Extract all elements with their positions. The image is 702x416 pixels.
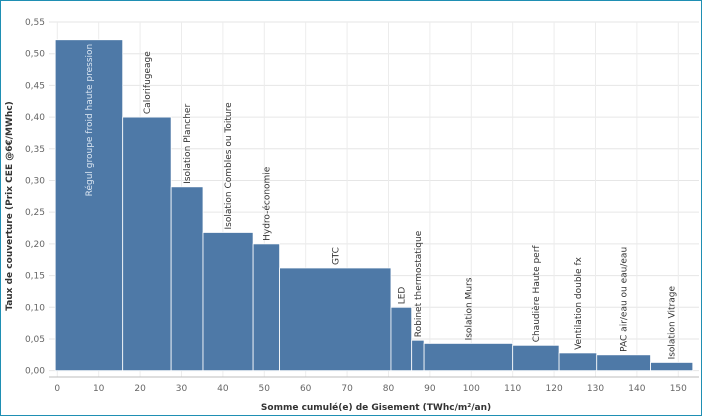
- bar-label: Chaudière Haute perf: [531, 245, 542, 343]
- bar-label: Isolation Combles ou Toiture: [224, 102, 234, 230]
- y-tick-label: 0,35: [25, 145, 45, 155]
- x-tick-label: 140: [628, 384, 645, 394]
- x-tick-label: 0: [54, 384, 60, 394]
- x-tick-label: 80: [383, 384, 395, 394]
- bar-label: Régul groupe froid haute pression: [84, 44, 95, 197]
- bar-label: Hydro-économie: [261, 166, 272, 241]
- y-tick-label: 0,05: [25, 335, 45, 345]
- bar: [558, 352, 598, 372]
- x-tick-label: 20: [134, 384, 146, 394]
- bar: [596, 354, 651, 372]
- bar-label: GTC: [331, 247, 341, 265]
- bars: [54, 39, 694, 372]
- y-tick-label: 0,40: [25, 113, 45, 123]
- bar: [122, 116, 172, 372]
- bar-label: Calorifugeage: [143, 51, 153, 114]
- bar-label: Robinet thermostatique: [414, 230, 424, 337]
- bar: [512, 344, 560, 372]
- bar-label: Isolation Vitrage: [668, 286, 678, 360]
- bar-label: Isolation Plancher: [183, 104, 193, 184]
- bar: [170, 186, 204, 372]
- bar: [390, 306, 413, 372]
- bar: [650, 362, 694, 372]
- x-tick-label: 90: [424, 384, 436, 394]
- y-tick-label: 0,10: [25, 303, 45, 313]
- y-tick-label: 0,20: [25, 240, 45, 250]
- bar-label: Isolation Murs: [464, 277, 474, 340]
- x-tick-label: 130: [587, 384, 604, 394]
- x-tick-label: 100: [463, 384, 480, 394]
- x-tick-label: 30: [176, 384, 188, 394]
- bar-labels: Régul groupe froid haute pression Calorif…: [84, 44, 678, 360]
- x-axis-label: Somme cumulé(e) de Gisement (TWhc/m²/an): [261, 402, 491, 413]
- y-tick-label: 0,15: [25, 272, 45, 282]
- y-tick-label: 0,00: [25, 367, 45, 377]
- y-tick-label: 0,50: [25, 50, 45, 60]
- x-tick-label: 50: [259, 384, 271, 394]
- x-tick-label: 70: [341, 384, 353, 394]
- y-tick-label: 0,45: [25, 81, 45, 91]
- bar-label: Ventilation double fx: [574, 256, 584, 350]
- x-tick-label: 40: [217, 384, 229, 394]
- y-tick-label: 0,55: [25, 18, 45, 28]
- bar-label: LED: [397, 287, 407, 305]
- x-tick-label: 120: [546, 384, 563, 394]
- x-tick-label: 150: [670, 384, 687, 394]
- bar: [279, 267, 392, 372]
- bar: [202, 232, 254, 372]
- bar: [423, 343, 514, 372]
- y-tick-label: 0,30: [25, 176, 45, 186]
- x-tick-label: 60: [300, 384, 312, 394]
- x-tick-label: 10: [93, 384, 105, 394]
- bar: [252, 243, 281, 372]
- y-tick-labels: 0,00 0,05 0,10 0,15 0,20 0,25 0,30 0,35 0,40 0,45…: [25, 18, 45, 377]
- y-axis-label: Taux de couverture (Prix CEE @6€/MWhc): [5, 101, 15, 311]
- bar: [54, 39, 124, 372]
- bar-label: PAC air/eau ou eau/eau: [620, 247, 630, 352]
- x-tick-labels: 0 10 20 30 40 50 60 70 80 90 100 110 120 130 140 150: [54, 384, 687, 394]
- x-tick-label: 110: [504, 384, 521, 394]
- y-tick-label: 0,25: [25, 208, 45, 218]
- bar: [411, 339, 425, 372]
